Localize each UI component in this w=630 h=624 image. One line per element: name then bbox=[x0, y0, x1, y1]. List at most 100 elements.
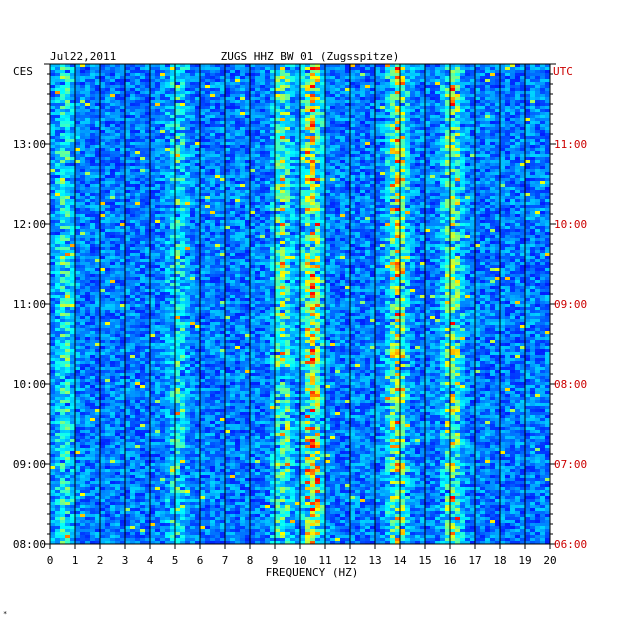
spectrogram-cell bbox=[480, 175, 486, 179]
spectrogram-cell bbox=[340, 118, 346, 122]
spectrogram-cell bbox=[535, 178, 541, 182]
spectrogram-cell bbox=[265, 127, 271, 131]
spectrogram-cell bbox=[80, 79, 86, 83]
spectrogram-cell bbox=[225, 133, 231, 137]
spectrogram-cell bbox=[300, 97, 306, 101]
spectrogram-cell bbox=[420, 85, 426, 89]
spectrogram-cell bbox=[170, 121, 176, 125]
spectrogram-cell bbox=[120, 208, 126, 212]
spectrogram-cell bbox=[475, 211, 481, 215]
spectrogram-cell bbox=[375, 175, 381, 179]
spectrogram-cell bbox=[175, 73, 181, 77]
spectrogram-cell bbox=[480, 133, 486, 137]
spectrogram-cell bbox=[535, 133, 541, 137]
spectrogram-cell bbox=[135, 82, 141, 86]
spectrogram-cell bbox=[55, 196, 61, 200]
spectrogram-cell bbox=[470, 202, 476, 206]
spectrogram-cell bbox=[90, 70, 96, 74]
spectrogram-cell bbox=[390, 73, 396, 77]
spectrogram-cell bbox=[375, 205, 381, 209]
spectrogram-cell bbox=[415, 166, 421, 170]
spectrogram-cell bbox=[125, 157, 131, 161]
spectrogram-cell bbox=[420, 82, 426, 86]
spectrogram-cell bbox=[155, 70, 161, 74]
spectrogram-cell bbox=[120, 103, 126, 107]
spectrogram-cell bbox=[510, 121, 516, 125]
spectrogram-cell bbox=[195, 73, 201, 77]
spectrogram-cell bbox=[460, 136, 466, 140]
spectrogram-cell bbox=[155, 178, 161, 182]
spectrogram-cell bbox=[50, 79, 56, 83]
spectrogram-cell bbox=[510, 82, 516, 86]
spectrogram-cell bbox=[50, 145, 56, 149]
spectrogram-cell bbox=[500, 112, 506, 116]
spectrogram-cell bbox=[315, 115, 321, 119]
spectrogram-cell bbox=[210, 211, 216, 215]
spectrogram-cell bbox=[300, 154, 306, 158]
spectrogram-cell bbox=[330, 106, 336, 110]
spectrogram-cell bbox=[405, 178, 411, 182]
spectrogram-cell bbox=[245, 160, 251, 164]
spectrogram-cell bbox=[150, 121, 156, 125]
spectrogram-cell bbox=[70, 97, 76, 101]
spectrogram-cell bbox=[510, 208, 516, 212]
spectrogram-cell bbox=[145, 193, 151, 197]
spectrogram-cell bbox=[55, 160, 61, 164]
spectrogram-cell bbox=[525, 178, 531, 182]
spectrogram-cell bbox=[110, 100, 116, 104]
spectrogram-cell bbox=[280, 178, 286, 182]
spectrogram-cell bbox=[485, 79, 491, 83]
spectrogram-cell bbox=[140, 139, 146, 143]
spectrogram-cell bbox=[330, 121, 336, 125]
spectrogram-cell bbox=[155, 163, 161, 167]
spectrogram-cell bbox=[180, 100, 186, 104]
spectrogram-cell bbox=[205, 82, 211, 86]
spectrogram-cell bbox=[320, 139, 326, 143]
spectrogram-cell bbox=[360, 205, 366, 209]
spectrogram-cell bbox=[295, 88, 301, 92]
spectrogram-cell bbox=[475, 100, 481, 104]
spectrogram-cell bbox=[165, 73, 171, 77]
spectrogram-cell bbox=[265, 175, 271, 179]
spectrogram-cell bbox=[515, 193, 521, 197]
spectrogram-cell bbox=[520, 118, 526, 122]
spectrogram-cell bbox=[425, 130, 431, 134]
spectrogram-cell bbox=[200, 181, 206, 185]
spectrogram-cell bbox=[275, 187, 281, 191]
spectrogram-cell bbox=[360, 142, 366, 146]
spectrogram-cell bbox=[170, 127, 176, 131]
spectrogram-cell bbox=[80, 103, 86, 107]
spectrogram-cell bbox=[380, 121, 386, 125]
spectrogram-cell bbox=[455, 163, 461, 167]
spectrogram-cell bbox=[235, 121, 241, 125]
spectrogram-cell bbox=[105, 163, 111, 167]
spectrogram-cell bbox=[275, 94, 281, 98]
spectrogram-cell bbox=[260, 76, 266, 80]
spectrogram-cell bbox=[230, 148, 236, 152]
spectrogram-cell bbox=[125, 127, 131, 131]
spectrogram-cell bbox=[285, 154, 291, 158]
spectrogram-cell bbox=[375, 157, 381, 161]
spectrogram-cell bbox=[245, 193, 251, 197]
spectrogram-cell bbox=[225, 67, 231, 71]
spectrogram-cell bbox=[465, 187, 471, 191]
spectrogram-cell bbox=[390, 154, 396, 158]
spectrogram-cell bbox=[270, 118, 276, 122]
spectrogram-cell bbox=[100, 151, 106, 155]
spectrogram-cell bbox=[55, 115, 61, 119]
spectrogram-cell bbox=[490, 148, 496, 152]
spectrogram-cell bbox=[265, 190, 271, 194]
spectrogram-cell bbox=[440, 88, 446, 92]
spectrogram-cell bbox=[70, 94, 76, 98]
spectrogram-cell bbox=[110, 181, 116, 185]
spectrogram-cell bbox=[220, 151, 226, 155]
spectrogram-cell bbox=[485, 73, 491, 77]
spectrogram-cell bbox=[190, 106, 196, 110]
spectrogram-cell bbox=[490, 151, 496, 155]
spectrogram-cell bbox=[375, 178, 381, 182]
spectrogram-cell bbox=[485, 97, 491, 101]
spectrogram-cell bbox=[120, 169, 126, 173]
spectrogram-cell bbox=[385, 208, 391, 212]
spectrogram-cell bbox=[135, 211, 141, 215]
spectrogram-cell bbox=[505, 184, 511, 188]
